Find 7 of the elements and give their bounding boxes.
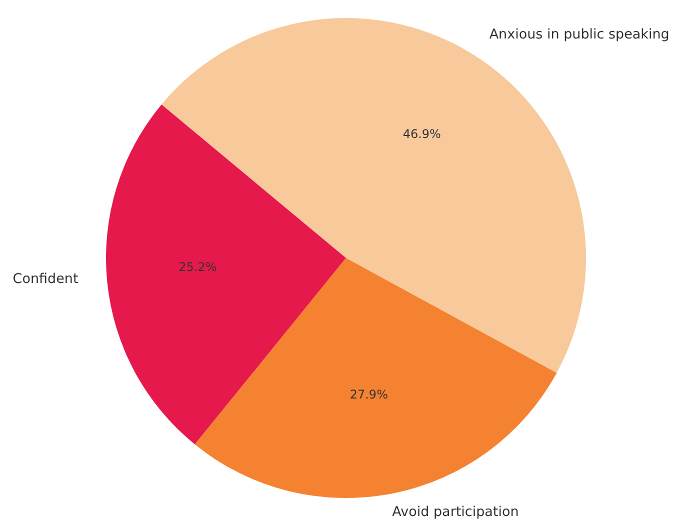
- data-label: 25.2%: [178, 260, 217, 274]
- slice-label: Avoid participation: [392, 504, 519, 520]
- slice-label: Anxious in public speaking: [489, 26, 670, 43]
- pie-slice: [106, 104, 346, 444]
- data-label: 27.9%: [350, 387, 388, 402]
- data-label: 46.9%: [402, 126, 441, 141]
- slice-label: Confident: [12, 270, 78, 287]
